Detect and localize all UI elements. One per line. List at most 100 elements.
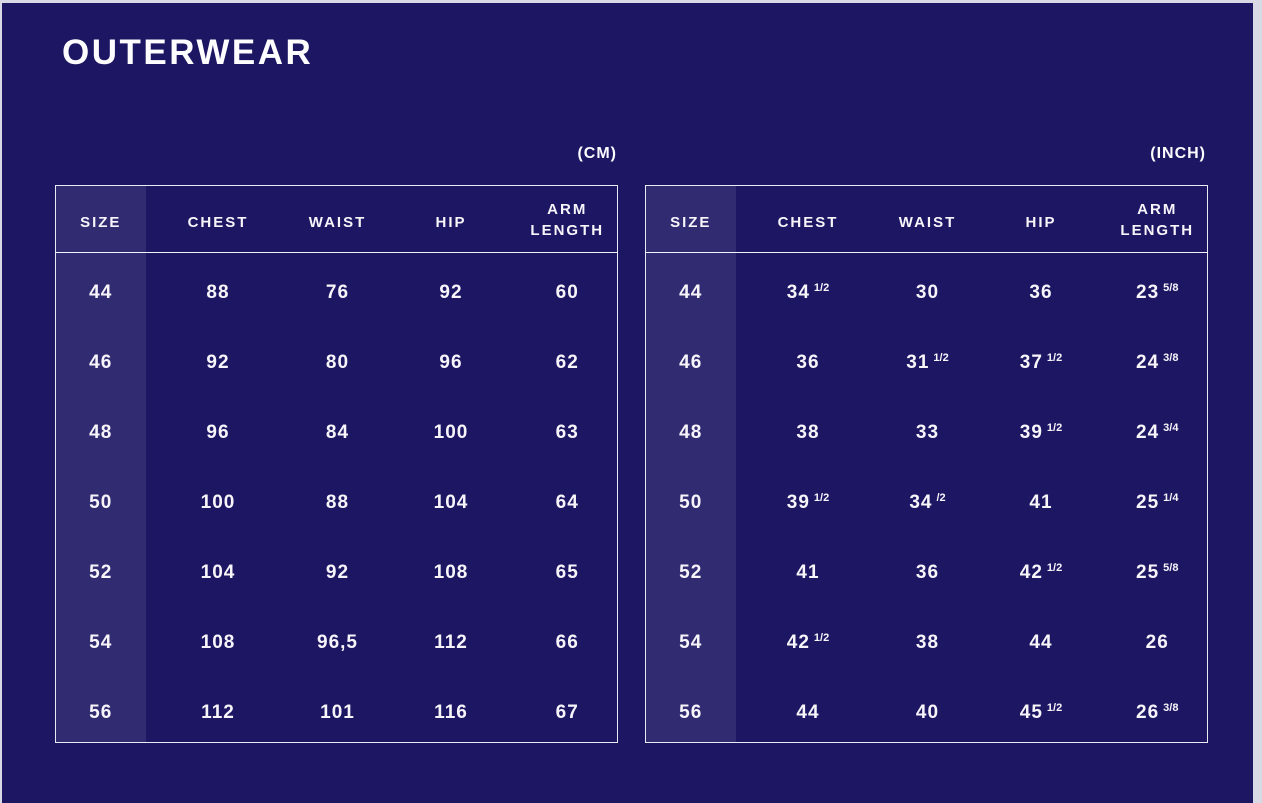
value-cell: 33: [881, 393, 975, 463]
value-whole: 25: [1136, 562, 1160, 583]
value-whole: 30: [915, 282, 940, 304]
value-whole: 26: [1136, 701, 1160, 723]
value-whole: 84: [325, 422, 350, 443]
size-cell: 54: [645, 602, 736, 673]
header-row: SIZE CHEST WAIST HIP ARM LENGTH: [645, 185, 1208, 253]
value-whole: 63: [555, 422, 579, 443]
value-cell: 40: [881, 673, 975, 743]
size-cell: 50: [645, 462, 736, 533]
value-cell: 26 3/8: [1108, 673, 1208, 743]
value-whole: 44: [1029, 632, 1053, 653]
value-whole: 76: [325, 282, 350, 304]
value-cell: 101: [291, 673, 385, 743]
size-cell: 56: [55, 672, 146, 743]
value-cell: 41: [736, 533, 881, 603]
value-fraction: 1/2: [813, 632, 830, 644]
value-fraction: 3/8: [1163, 701, 1179, 714]
value-cell: 36: [975, 253, 1108, 323]
value-cell: 64: [518, 463, 618, 533]
value-cell: 96: [146, 393, 291, 463]
table-row: 44 34 1/2 30 36 23 5/8: [645, 252, 1208, 323]
value-whole: 104: [200, 562, 236, 583]
value-fraction: 5/8: [1163, 282, 1179, 295]
column-header-waist: WAIST: [290, 185, 385, 253]
value-fraction: /2: [936, 492, 946, 504]
size-cell: 52: [645, 532, 736, 603]
column-header-waist: WAIST: [880, 185, 975, 253]
table-row: 50 100 88 104 64: [55, 462, 618, 533]
value-cell: 76: [291, 253, 385, 323]
value-cell: 45 1/2: [975, 673, 1108, 743]
column-header-chest: CHEST: [145, 185, 291, 253]
value-cell: 104: [385, 463, 518, 533]
value-cell: 104: [146, 533, 291, 603]
table-row: 54 42 1/2 38 44 26: [645, 602, 1208, 673]
value-cell: 108: [146, 603, 291, 673]
value-whole: 36: [1029, 282, 1053, 304]
value-cell: 84: [291, 393, 385, 463]
value-whole: 108: [200, 632, 236, 653]
value-whole: 24: [1136, 352, 1160, 373]
column-header-size: SIZE: [645, 185, 736, 253]
value-whole: 100: [200, 492, 236, 513]
table-row: 52 104 92 108 65: [55, 532, 618, 603]
table-row: 52 41 36 42 1/2 25 5/8: [645, 532, 1208, 603]
value-cell: 44: [975, 603, 1108, 673]
value-cell: 42 1/2: [736, 603, 881, 673]
value-whole: 42: [786, 632, 810, 653]
table-row: 48 38 33 39 1/2 24 3/4: [645, 392, 1208, 463]
value-cell: 36: [881, 533, 975, 603]
value-cell: 24 3/8: [1108, 323, 1208, 393]
value-whole: 26: [1145, 632, 1169, 653]
value-cell: 112: [385, 603, 518, 673]
value-cell: 34/2: [881, 463, 975, 533]
value-whole: 96,5: [317, 632, 358, 653]
value-whole: 92: [439, 282, 463, 304]
value-whole: 39: [1019, 422, 1043, 443]
value-whole: 88: [206, 282, 230, 304]
value-whole: 112: [201, 701, 235, 723]
unit-label-cm: (CM): [577, 145, 617, 162]
value-fraction: 1/2: [1046, 562, 1063, 574]
value-cell: 116: [385, 673, 518, 743]
size-cell: 44: [645, 252, 736, 323]
value-whole: 65: [555, 562, 579, 583]
value-cell: 92: [385, 253, 518, 323]
table-row: 56 112 101 116 67: [55, 672, 618, 743]
value-cell: 112: [146, 673, 291, 743]
value-whole: 24: [1136, 422, 1160, 443]
value-whole: 41: [796, 562, 820, 583]
value-cell: 24 3/4: [1108, 393, 1208, 463]
value-cell: 65: [518, 533, 618, 603]
column-header-arm-length: ARM LENGTH: [1107, 185, 1208, 253]
unit-label-inch: (INCH): [1150, 145, 1206, 162]
header-row: SIZE CHEST WAIST HIP ARM LENGTH: [55, 185, 618, 253]
value-cell: 92: [146, 323, 291, 393]
value-fraction: 5/8: [1163, 562, 1179, 574]
value-whole: 96: [206, 422, 230, 443]
value-whole: 40: [915, 701, 940, 723]
value-whole: 67: [555, 701, 579, 723]
value-fraction: 1/2: [933, 352, 949, 364]
size-cell: 52: [55, 532, 146, 603]
table-row: 48 96 84 100 63: [55, 392, 618, 463]
value-cell: 23 5/8: [1108, 253, 1208, 323]
column-header-arm-length: ARM LENGTH: [517, 185, 618, 253]
value-cell: 25 5/8: [1108, 533, 1208, 603]
value-cell: 42 1/2: [975, 533, 1108, 603]
value-cell: 88: [146, 253, 291, 323]
table-row: 46 36 31 1/2 37 1/2 24 3/8: [645, 322, 1208, 393]
table-row: 54 108 96,5 112 66: [55, 602, 618, 673]
value-cell: 67: [518, 673, 618, 743]
value-cell: 80: [291, 323, 385, 393]
size-cell: 48: [645, 392, 736, 463]
page-title: OUTERWEAR: [62, 33, 314, 72]
value-cell: 31 1/2: [881, 323, 975, 393]
value-whole: 108: [433, 562, 469, 583]
value-whole: 112: [434, 632, 468, 653]
value-cell: 62: [518, 323, 618, 393]
value-whole: 92: [325, 562, 350, 583]
value-fraction: 1/2: [1046, 422, 1063, 434]
value-fraction: 1/2: [1046, 352, 1063, 364]
table-row: 56 44 40 45 1/2 26 3/8: [645, 672, 1208, 743]
